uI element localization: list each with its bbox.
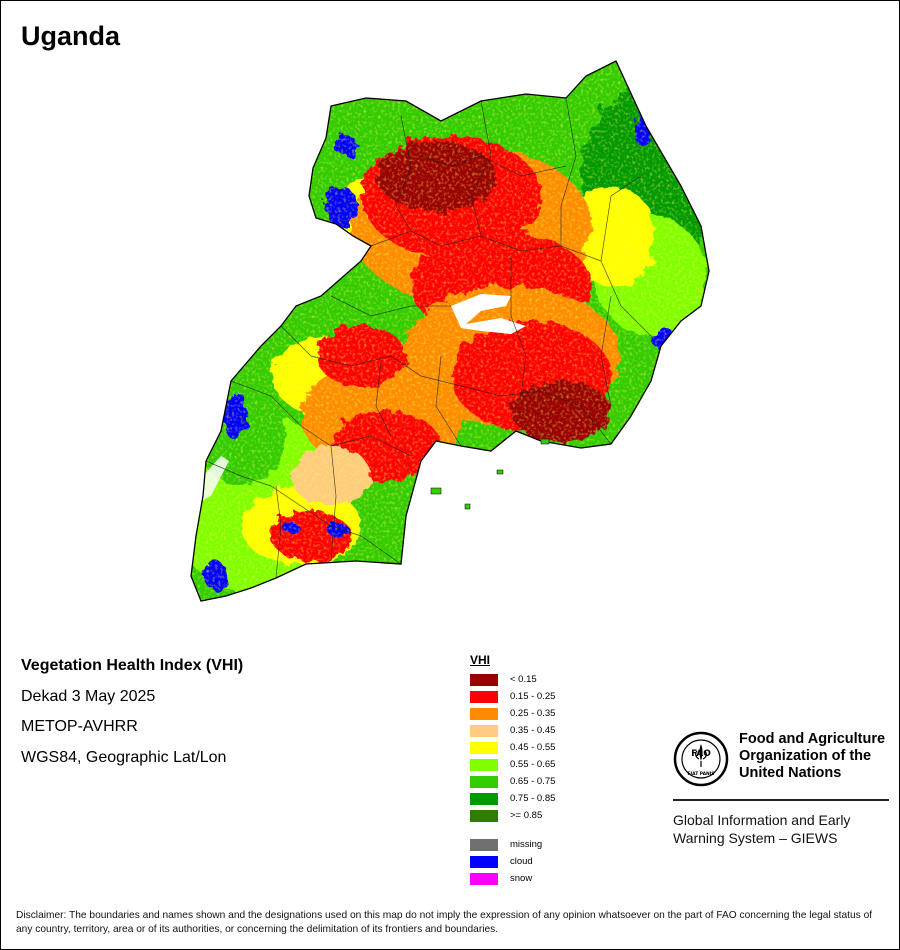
legend-other-label: missing [510, 839, 543, 850]
legend-class-item: 0.55 - 0.65 [470, 756, 555, 773]
vhi-surface [191, 61, 709, 601]
legend-other-label: snow [510, 873, 533, 884]
legend-class-item: < 0.15 [470, 671, 555, 688]
giews-label: Global Information and Early Warning Sys… [673, 811, 889, 847]
legend-class-label: 0.15 - 0.25 [510, 691, 556, 702]
legend-class-item: 0.75 - 0.85 [470, 790, 555, 807]
legend-classes: < 0.15 0.15 - 0.25 0.25 - 0.35 0.35 - 0.45 0… [470, 671, 555, 824]
period-label: Dekad 3 May 2025 [21, 687, 156, 705]
legend-class-swatch [470, 741, 498, 754]
legend-class-label: 0.65 - 0.75 [510, 776, 556, 787]
legend-other-swatch [470, 838, 498, 851]
legend-class-item: 0.45 - 0.55 [470, 739, 555, 756]
giews-line2: Warning System – GIEWS [673, 830, 838, 846]
fao-name: Food and Agriculture Organization of the… [739, 731, 885, 782]
legend-class-item: 0.15 - 0.25 [470, 688, 555, 705]
legend-other-item: snow [470, 870, 555, 887]
fao-logo-icon: FAO FIAT PANIS [673, 731, 729, 787]
legend-class-swatch [470, 792, 498, 805]
legend-class-swatch [470, 724, 498, 737]
legend-class-swatch [470, 673, 498, 686]
legend-class-label: 0.75 - 0.85 [510, 793, 556, 804]
legend-class-label: < 0.15 [510, 674, 537, 685]
sensor-label: METOP-AVHRR [21, 718, 138, 735]
fao-name-line1: Food and Agriculture [739, 731, 886, 747]
legend-class-swatch [470, 707, 498, 720]
legend-title: VHI [470, 653, 491, 667]
legend-class-item: 0.35 - 0.45 [470, 722, 555, 739]
legend-other-swatch [470, 855, 498, 868]
legend-class-item: 0.25 - 0.35 [470, 705, 555, 722]
legend-class-item: 0.65 - 0.75 [470, 773, 555, 790]
legend-class-label: 0.55 - 0.65 [510, 759, 556, 770]
product-name: Vegetation Health Index (VHI) [21, 657, 244, 674]
fao-name-line3: United Nations [739, 765, 842, 781]
legend-other-swatch [470, 872, 498, 885]
map-title: Uganda [21, 21, 121, 51]
legend-class-label: >= 0.85 [510, 810, 543, 821]
legend-class-item: >= 0.85 [470, 807, 555, 824]
map-info: Vegetation Health Index (VHI) Dekad 3 Ma… [21, 657, 243, 779]
legend-other: missing cloud snow [470, 836, 555, 887]
legend: VHI < 0.15 0.15 - 0.25 0.25 - 0.35 0.35 - 0… [470, 653, 555, 887]
legend-other-item: cloud [470, 853, 555, 870]
legend-class-label: 0.35 - 0.45 [510, 725, 556, 736]
projection-label: WGS84, Geographic Lat/Lon [21, 748, 227, 766]
fao-name-line2: Organization of the [739, 748, 872, 764]
legend-class-swatch [470, 809, 498, 822]
fao-divider [673, 799, 889, 801]
legend-other-label: cloud [510, 856, 533, 867]
lake-islands [430, 438, 550, 510]
disclaimer: Disclaimer: The boundaries and names sho… [16, 910, 873, 935]
vhi-map [181, 56, 726, 611]
uganda-vhi-raster [190, 60, 710, 602]
legend-class-swatch [470, 758, 498, 771]
legend-class-label: 0.25 - 0.35 [510, 708, 556, 719]
legend-class-swatch [470, 775, 498, 788]
legend-class-label: 0.45 - 0.55 [510, 742, 556, 753]
fao-block: FAO FIAT PANIS Food and Agriculture Orga… [673, 731, 889, 847]
fao-logo-text: FAO [691, 749, 711, 759]
giews-line1: Global Information and Early [673, 812, 851, 828]
district-boundaries [205, 97, 652, 579]
fao-logo-motto: FIAT PANIS [688, 771, 715, 777]
legend-other-item: missing [470, 836, 555, 853]
legend-class-swatch [470, 690, 498, 703]
